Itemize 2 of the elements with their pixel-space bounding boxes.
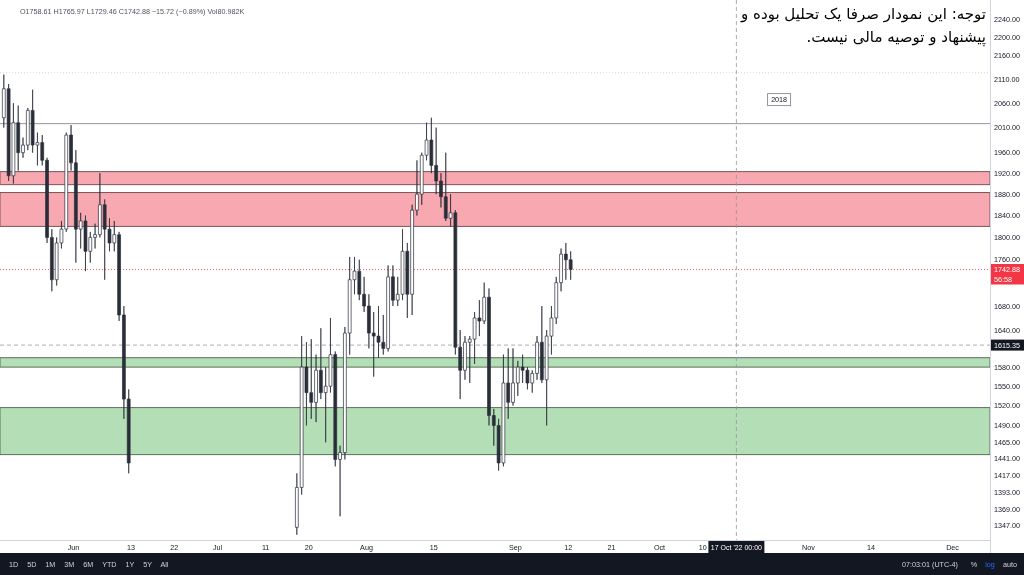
candlestick [83, 215, 88, 272]
annotation: توجه: این نمودار صرفا یک تحلیل بوده و پیشنهاد و توصیه مالی نیست. [741, 4, 986, 48]
